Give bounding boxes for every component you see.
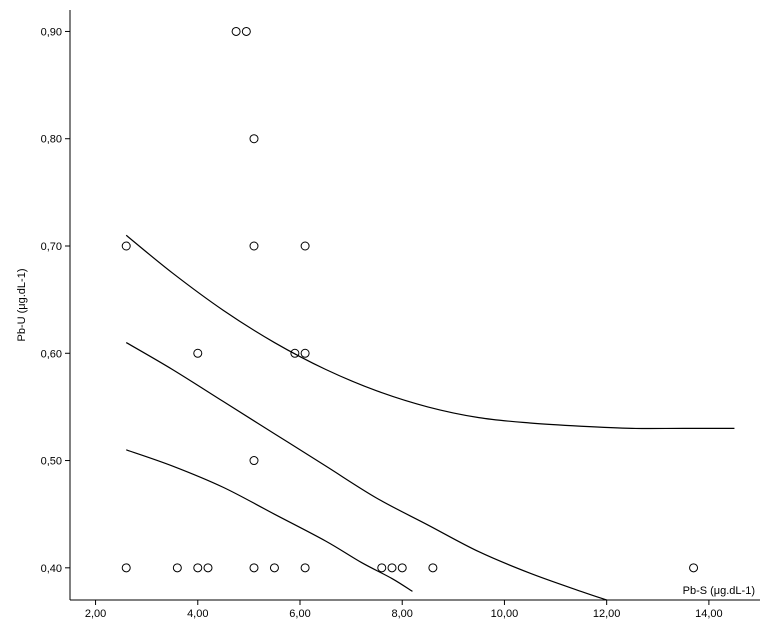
x-tick-label: 6,00 <box>289 608 310 620</box>
y-tick-label: 0,80 <box>41 134 62 146</box>
x-axis-label: Pb-S (μg.dL-1) <box>683 585 755 597</box>
x-tick-label: 4,00 <box>187 608 208 620</box>
y-axis-label: Pb-U (μg.dL-1) <box>16 269 28 342</box>
x-tick-label: 14,00 <box>695 608 723 620</box>
x-tick-label: 12,00 <box>593 608 621 620</box>
x-tick-label: 8,00 <box>392 608 413 620</box>
y-tick-label: 0,70 <box>41 241 62 253</box>
x-tick-label: 10,00 <box>491 608 519 620</box>
y-tick-label: 0,60 <box>41 348 62 360</box>
scatter-chart: 2,00 4,00 6,00 8,00 10,00 12,00 14,00 0,40 0,50 0… <box>0 0 777 633</box>
y-tick-label: 0,50 <box>41 456 62 468</box>
y-tick-label: 0,90 <box>41 26 62 38</box>
chart-bg <box>0 0 777 633</box>
x-tick-label: 2,00 <box>85 608 106 620</box>
y-tick-label: 0,40 <box>41 563 62 575</box>
